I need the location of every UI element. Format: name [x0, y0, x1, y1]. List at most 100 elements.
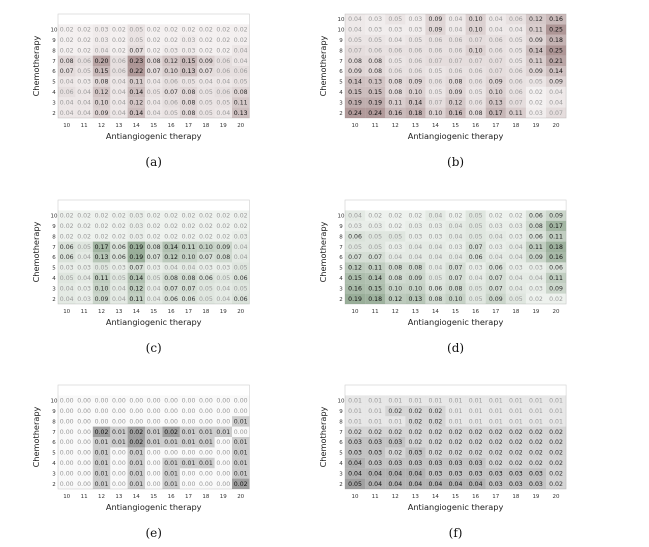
heatmap-cell [525, 293, 546, 304]
cell-value: 0.09 [429, 27, 443, 34]
cell-value: 0.01 [489, 398, 503, 405]
heatmap-cell [214, 426, 232, 437]
cell-value: 0.08 [529, 223, 543, 230]
heatmap-cell [405, 97, 426, 108]
x-tick-label: 19 [220, 494, 227, 500]
heatmap-cell [485, 45, 506, 56]
cell-value: 0.04 [234, 58, 248, 65]
cell-value: 0.05 [388, 16, 402, 23]
heatmap-cell [385, 66, 406, 77]
cell-value: 0.08 [216, 254, 230, 261]
cell-value: 0.06 [216, 68, 230, 75]
heatmap-cell [197, 210, 215, 221]
heatmap-cell [345, 447, 366, 458]
heatmap-cell [425, 426, 446, 437]
cell-value: 0.03 [429, 470, 443, 477]
cell-value: 0.03 [77, 79, 91, 86]
cell-value: 0.02 [112, 27, 126, 34]
heatmap-cell [232, 34, 250, 46]
cell-value: 0.16 [449, 110, 463, 117]
cell-value: 0.06 [469, 99, 483, 106]
heatmap-cell [92, 272, 111, 284]
cell-value: 0.04 [429, 254, 443, 261]
cell-value: 0.25 [549, 47, 563, 54]
heatmap-cell [485, 437, 506, 448]
x-tick-label: 15 [150, 123, 157, 129]
heatmap-cell [365, 34, 386, 46]
heatmap-cell [179, 210, 198, 221]
heatmap-cell [365, 14, 386, 25]
cell-value: 0.03 [182, 37, 196, 44]
heatmap-cell [525, 76, 546, 87]
heatmap-cell [385, 97, 406, 108]
heatmap-cell [232, 24, 250, 35]
x-tick-label: 19 [532, 309, 539, 315]
y-tick-label: 2 [52, 482, 56, 488]
y-tick-label: 8 [339, 48, 343, 54]
heatmap-cell [127, 66, 145, 77]
cell-value: 0.00 [164, 418, 178, 425]
heatmap-cell [179, 405, 198, 417]
heatmap-cell [162, 437, 180, 448]
cell-value: 0.02 [529, 439, 543, 446]
heatmap-cell [525, 272, 546, 284]
x-tick-label: 15 [150, 309, 157, 315]
cell-value: 0.25 [549, 27, 563, 34]
cell-value: 0.04 [449, 481, 463, 488]
cell-value: 0.00 [77, 439, 91, 446]
x-tick-label: 18 [202, 123, 209, 129]
cell-value: 0.03 [429, 233, 443, 240]
heatmap-cell [197, 426, 215, 437]
heatmap-cell [345, 405, 366, 417]
heatmap-cell [232, 272, 250, 284]
cell-value: 0.06 [164, 296, 178, 303]
cell-value: 0.01 [368, 398, 382, 405]
heatmap-cell [365, 416, 386, 427]
cell-value: 0.02 [408, 439, 422, 446]
heatmap-cell [546, 447, 567, 458]
cell-value: 0.00 [199, 470, 213, 477]
heatmap-cell [127, 86, 145, 98]
x-tick-label: 18 [512, 123, 519, 129]
heatmap-cell [179, 76, 198, 87]
heatmap-cell [75, 478, 93, 489]
heatmap-cell [505, 210, 526, 221]
cell-value: 0.04 [60, 110, 74, 117]
heatmap-cell [345, 97, 366, 108]
x-tick-label: 19 [220, 123, 227, 129]
cell-value: 0.01 [147, 439, 161, 446]
cell-value: 0.03 [509, 223, 523, 230]
x-tick-label: 19 [220, 309, 227, 315]
cell-value: 0.09 [408, 275, 422, 282]
heatmap-cell [214, 34, 232, 46]
cell-value: 0.04 [348, 16, 362, 23]
cell-value: 0.17 [95, 244, 109, 251]
heatmap-cell [465, 272, 486, 284]
heatmap-cell [58, 283, 76, 294]
cell-value: 0.24 [368, 110, 382, 117]
heatmap-panel-4: 0.19 0.18 0.12 0.13 0.08 0.10 0.05 0.09 0.05 0.02… [318, 199, 567, 355]
heatmap-cell [127, 262, 145, 273]
heatmap-cell [485, 447, 506, 458]
heatmap-cell [485, 86, 506, 98]
cell-value: 0.02 [368, 429, 382, 436]
heatmap-cell [485, 395, 506, 406]
cell-value: 0.05 [216, 99, 230, 106]
cell-value: 0.00 [60, 470, 74, 477]
cell-value: 0.02 [164, 233, 178, 240]
heatmap-cell [92, 426, 111, 437]
x-axis-label: Antiangiogenic therapy [408, 502, 504, 512]
heatmap-cell [232, 468, 250, 479]
heatmap-cell [92, 220, 111, 232]
cell-value: 0.15 [348, 275, 362, 282]
cell-value: 0.00 [182, 450, 196, 457]
heatmap-cell [345, 395, 366, 406]
heatmap-cell [58, 293, 76, 304]
heatmap-cell [145, 426, 163, 437]
cell-value: 0.01 [234, 418, 248, 425]
heatmap-cell [505, 107, 526, 118]
heatmap-cell [345, 86, 366, 98]
heatmap-cell [505, 262, 526, 273]
cell-value: 0.00 [182, 470, 196, 477]
